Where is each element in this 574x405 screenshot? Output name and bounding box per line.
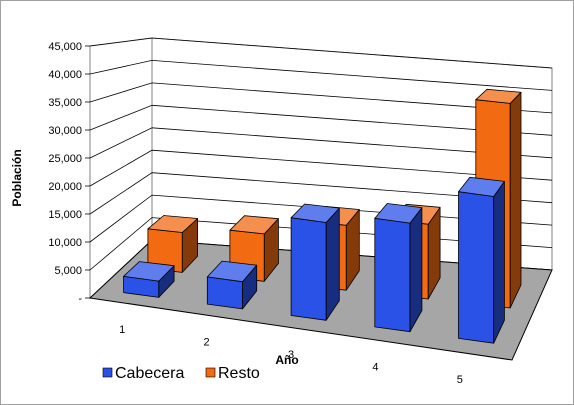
bar-cabecera-1 [123, 261, 175, 298]
bar-cabecera-4 [374, 203, 423, 333]
x-axis-ticks: 1 2 3 4 5 [119, 324, 463, 386]
bar-resto-1 [147, 215, 199, 273]
bar-cabecera-3 [290, 203, 340, 321]
y-tick-label: 15,000 [48, 209, 82, 221]
bar-side-face [493, 180, 505, 344]
legend-swatch [102, 367, 113, 378]
legend-label: Cabecera [115, 365, 184, 382]
y-tick-label: 30,000 [48, 125, 82, 137]
bar-cabecera-2 [206, 260, 258, 310]
x-tick-label: 3 [288, 349, 294, 361]
gridline [89, 59, 553, 91]
gridline [89, 104, 553, 136]
x-tick-label: 1 [119, 324, 125, 336]
gridline [89, 149, 553, 187]
bar-top-face [475, 88, 522, 104]
gridline [89, 127, 553, 159]
gridline [89, 82, 553, 114]
bar-top-face [290, 203, 340, 223]
legend-item-cabecera: Cabecera [102, 365, 184, 382]
bar-side-face [509, 91, 522, 309]
legend-item-resto: Resto [205, 365, 260, 382]
x-axis-title: Año [275, 353, 298, 367]
y-tick-label: 5,000 [54, 265, 82, 277]
y-tick-label: 25,000 [48, 153, 82, 165]
y-tick-label: 40,000 [48, 69, 82, 81]
bar-side-face [325, 207, 340, 321]
legend: Cabecera Resto [102, 365, 260, 382]
bar-side-face [409, 207, 423, 333]
bar-top-face [458, 176, 505, 197]
y-tick-label: - [78, 293, 82, 305]
y-tick-label: 20,000 [48, 181, 82, 193]
bar-front-face [458, 191, 495, 344]
bar-cabecera-5 [458, 176, 505, 344]
x-tick-label: 2 [204, 337, 210, 349]
bar-top-face [206, 260, 258, 283]
bar-top-face [229, 215, 279, 235]
y-axis-title: Población [10, 149, 24, 206]
y-tick-label: 45,000 [48, 41, 82, 53]
y-tick-label: 35,000 [48, 97, 82, 109]
x-tick-label: 4 [372, 361, 378, 373]
gridline [89, 172, 553, 215]
bars [123, 88, 522, 344]
y-tick-label: 10,000 [48, 237, 82, 249]
bar-top-face [147, 215, 199, 233]
gridline [89, 37, 553, 69]
y-axis-ticks: - 5,000 10,000 15,000 20,000 25,000 30,000 35,0… [48, 41, 90, 305]
bar-top-face [123, 261, 175, 282]
legend-label: Resto [218, 365, 260, 382]
x-tick-label: 5 [457, 374, 463, 386]
bar-top-face [374, 203, 423, 224]
bar-front-face [290, 217, 327, 321]
bar-front-face [206, 276, 243, 310]
legend-swatch [205, 367, 216, 378]
bar-front-face [374, 217, 411, 333]
